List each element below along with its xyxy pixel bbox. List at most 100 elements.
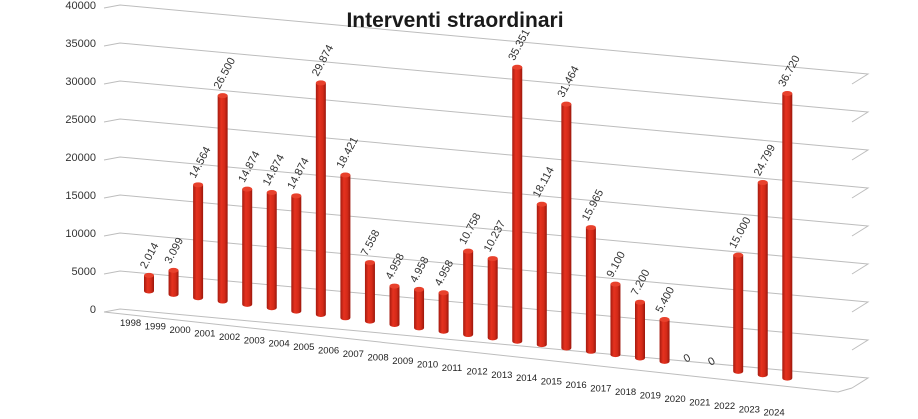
x-tick-label: 2002 — [219, 332, 240, 343]
x-tick-label: 1998 — [120, 318, 141, 329]
data-label: 14.874 — [236, 149, 262, 184]
data-label: 10.237 — [482, 219, 508, 254]
x-tick-label: 2015 — [541, 377, 562, 388]
bar-cap — [193, 182, 204, 188]
x-tick-label: 2000 — [170, 325, 191, 336]
data-label: 18.421 — [334, 135, 360, 170]
bar — [585, 227, 596, 354]
data-label: 36.720 — [776, 54, 802, 89]
x-tick-label: 2017 — [590, 384, 611, 395]
x-tick-label: 2021 — [689, 397, 710, 408]
x-tick-label: 2020 — [665, 394, 686, 405]
data-label: 24.799 — [752, 143, 778, 178]
x-tick-label: 2001 — [194, 328, 215, 339]
x-tick-label: 2024 — [764, 408, 785, 419]
data-label: 4.958 — [433, 258, 457, 288]
bar-cap — [659, 317, 670, 322]
bar — [463, 251, 474, 338]
data-label: 31.464 — [555, 64, 581, 99]
bar-cap — [512, 64, 523, 70]
bar — [340, 175, 351, 321]
bar-cap — [610, 281, 621, 287]
data-label: 9.100 — [605, 250, 629, 280]
bar — [438, 292, 449, 334]
bar-cap — [635, 299, 645, 305]
bar — [757, 182, 768, 378]
data-label: 10.758 — [457, 211, 483, 246]
x-tick-label: 1999 — [145, 321, 166, 332]
bar-cap — [487, 256, 498, 262]
bar-cap — [266, 189, 277, 195]
bar — [389, 286, 400, 327]
bar — [536, 204, 547, 348]
bar — [242, 189, 253, 307]
y-tick-label: 5000 — [72, 266, 96, 278]
bar — [782, 93, 793, 381]
bar-cap — [364, 260, 375, 266]
y-axis-ticks: 0 5000 10000 15000 20000 25000 30000 35000 40000 — [65, 0, 96, 316]
bar-cap — [144, 272, 154, 278]
y-tick-label: 20000 — [65, 152, 96, 164]
x-tick-label: 2012 — [467, 366, 488, 377]
bar-cap — [291, 193, 302, 199]
data-label: 7.558 — [359, 228, 383, 258]
x-tick-label: 2013 — [491, 370, 512, 381]
bar-cap — [733, 252, 744, 258]
gridline — [103, 156, 870, 237]
x-tick-label: 2022 — [714, 401, 735, 412]
y-tick-label: 0 — [90, 304, 96, 316]
x-tick-label: 2004 — [269, 339, 290, 350]
gridline — [103, 308, 870, 389]
data-label: 0 — [682, 352, 693, 365]
bar-cap — [414, 286, 425, 292]
gridline — [103, 80, 870, 161]
gridline — [103, 42, 870, 123]
x-tick-label: 2011 — [442, 363, 462, 374]
y-tick-label: 30000 — [65, 76, 96, 88]
data-label: 14.564 — [187, 145, 213, 180]
x-tick-label: 2005 — [293, 342, 314, 353]
bar — [144, 275, 154, 294]
x-tick-label: 2003 — [244, 335, 265, 346]
gridline — [103, 118, 870, 199]
data-label: 15.965 — [580, 188, 606, 223]
data-label: 2.014 — [138, 241, 162, 271]
bar — [193, 184, 204, 301]
bar-cap — [168, 267, 179, 273]
data-label: 5.400 — [654, 285, 678, 315]
bar-cap — [242, 186, 253, 192]
bar — [487, 258, 498, 341]
data-label: 18.114 — [531, 165, 557, 200]
data-label: 15.000 — [727, 215, 753, 250]
x-tick-label: 2023 — [739, 404, 760, 415]
bar — [291, 195, 302, 314]
gridlines — [103, 4, 870, 393]
bar-cap — [389, 283, 400, 289]
x-tick-label: 2007 — [343, 349, 364, 360]
y-tick-label: 40000 — [65, 0, 96, 12]
y-tick-label: 35000 — [65, 38, 96, 50]
data-label: 35.351 — [506, 27, 532, 62]
bar — [610, 284, 621, 358]
bar-cap — [561, 101, 572, 107]
bar-cap — [438, 290, 449, 296]
gridline — [103, 4, 870, 85]
bar — [217, 95, 228, 304]
data-label: 0 — [706, 355, 717, 368]
y-tick-label: 10000 — [65, 228, 96, 240]
x-tick-label: 2019 — [640, 390, 661, 401]
bar-cap — [315, 80, 326, 86]
bar-cap — [782, 91, 793, 97]
bar — [414, 289, 425, 331]
x-axis-ticks: 1998 1999 2000 2001 2002 2003 2004 2005 2006 2007… — [120, 318, 785, 419]
bar — [733, 255, 744, 374]
x-tick-label: 2006 — [318, 346, 339, 357]
bar-cap — [217, 93, 228, 99]
bar — [315, 82, 326, 317]
y-tick-label: 15000 — [65, 190, 96, 202]
bar — [364, 262, 375, 324]
gridline — [103, 194, 870, 275]
x-tick-label: 2018 — [615, 387, 636, 398]
bars — [144, 64, 793, 381]
